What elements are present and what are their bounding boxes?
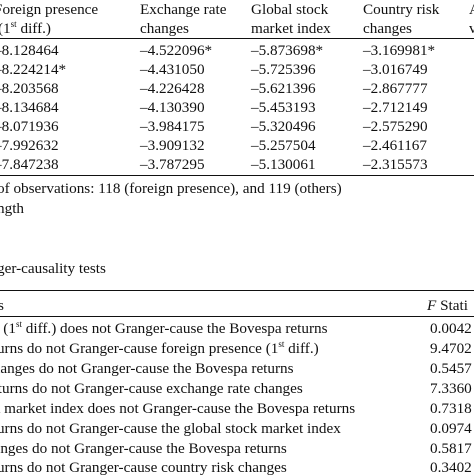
header-foreign-presence-line2-sup: st bbox=[10, 19, 17, 29]
cell-r2-foreign: –8.224214* bbox=[0, 61, 67, 78]
cell-r5-foreign: –8.071936 bbox=[0, 118, 59, 135]
granger-h1-pre: ce (1 bbox=[0, 320, 16, 337]
header-col5-line2: v bbox=[469, 20, 474, 37]
cell-r7-risk: –2.315573 bbox=[363, 156, 428, 173]
cell-r4-risk: –2.712149 bbox=[363, 99, 428, 116]
header-foreign-presence-line1: Foreign presence bbox=[0, 1, 99, 18]
granger-hypothesis-6: eturns do not Granger-cause the global s… bbox=[0, 420, 341, 437]
header-country-risk-line1: Country risk bbox=[363, 1, 440, 18]
footnote-observations: of observations: 118 (foreign presence),… bbox=[0, 180, 342, 197]
granger-hypothesis-5: ck market index does not Granger-cause t… bbox=[0, 400, 356, 417]
cell-r7-exchange: –3.787295 bbox=[140, 156, 205, 173]
header-exchange-rate-line2: changes bbox=[140, 20, 189, 37]
granger-h2-sup: st bbox=[278, 339, 285, 349]
granger-hypothesis-4: returns do not Granger-cause exchange ra… bbox=[0, 380, 303, 397]
cell-r6-risk: –2.461167 bbox=[363, 137, 427, 154]
cell-r4-foreign: –8.134684 bbox=[0, 99, 59, 116]
cell-r3-foreign: –8.203568 bbox=[0, 80, 59, 97]
cell-r6-global: –5.257504 bbox=[251, 137, 316, 154]
granger-fstat-1: 0.0042 bbox=[430, 320, 472, 337]
top-table-header-rule bbox=[0, 38, 474, 39]
bottom-header-f: F bbox=[427, 297, 437, 314]
top-table-bottom-rule bbox=[0, 175, 474, 176]
granger-hypothesis-3: changes do not Granger-cause the Bovespa… bbox=[0, 360, 294, 377]
cell-r5-risk: –2.575290 bbox=[363, 118, 428, 135]
cell-r5-exchange: –3.984175 bbox=[140, 118, 205, 135]
granger-fstat-8: 0.3402 bbox=[430, 459, 472, 476]
granger-h1-sup: st bbox=[15, 319, 22, 329]
cell-r1-risk: –3.169981* bbox=[363, 42, 436, 59]
bottom-table-header-rule bbox=[0, 316, 474, 317]
granger-h2-pre: eturns do not Granger-cause foreign pres… bbox=[0, 340, 279, 357]
cell-r3-risk: –2.867777 bbox=[363, 80, 428, 97]
granger-fstat-2: 9.4702 bbox=[430, 340, 472, 357]
cell-r2-global: –5.725396 bbox=[251, 61, 316, 78]
granger-fstat-3: 0.5457 bbox=[430, 360, 472, 377]
cell-r4-exchange: –4.130390 bbox=[140, 99, 205, 116]
cell-r3-exchange: –4.226428 bbox=[140, 80, 205, 97]
granger-fstat-4: 7.3360 bbox=[430, 380, 472, 397]
cell-r1-foreign: –8.128464 bbox=[0, 42, 59, 59]
cell-r6-foreign: –7.992632 bbox=[0, 137, 59, 154]
cell-r6-exchange: –3.909132 bbox=[140, 137, 205, 154]
header-country-risk-line2: changes bbox=[363, 20, 412, 37]
cell-r1-exchange: –4.522096* bbox=[140, 42, 213, 59]
footnote-lag-length: ngth bbox=[0, 200, 25, 217]
granger-hypothesis-1: ce (1st diff.) does not Granger-cause th… bbox=[0, 319, 328, 337]
cell-r2-exchange: –4.431050 bbox=[140, 61, 205, 78]
cell-r5-global: –5.320496 bbox=[251, 118, 316, 135]
granger-fstat-6: 0.0974 bbox=[430, 420, 472, 437]
cell-r7-global: –5.130061 bbox=[251, 156, 316, 173]
cell-r2-risk: –3.016749 bbox=[363, 61, 428, 78]
bottom-header-fstat: F Stati bbox=[427, 298, 468, 313]
cell-r4-global: –5.453193 bbox=[251, 99, 316, 116]
bottom-header-hypothesis: s bbox=[0, 297, 4, 314]
granger-hypothesis-2: eturns do not Granger-cause foreign pres… bbox=[0, 339, 319, 357]
granger-hypothesis-8: eturns do not Granger-cause country risk… bbox=[0, 459, 287, 476]
bottom-header-stat: Stati bbox=[436, 297, 468, 314]
header-foreign-presence-line2-pre: (1 bbox=[0, 20, 11, 37]
granger-hypothesis-7: hanges do not Granger-cause the Bovespa … bbox=[0, 440, 287, 457]
header-col5-line1: A bbox=[469, 2, 474, 17]
granger-fstat-7: 0.5817 bbox=[430, 440, 472, 457]
bottom-table-top-rule bbox=[0, 290, 474, 291]
header-global-stock-line2: market index bbox=[251, 20, 331, 37]
header-global-stock-line1: Global stock bbox=[251, 1, 329, 18]
header-foreign-presence-line2: (1st diff.) bbox=[0, 19, 51, 37]
header-foreign-presence-line2-post: diff.) bbox=[16, 20, 51, 37]
cell-r1-global: –5.873698* bbox=[251, 42, 324, 59]
cell-r3-global: –5.621396 bbox=[251, 80, 316, 97]
cell-r7-foreign: –7.847238 bbox=[0, 156, 59, 173]
header-exchange-rate-line1: Exchange rate bbox=[140, 1, 227, 18]
granger-h1-post: diff.) does not Granger-cause the Bovesp… bbox=[21, 320, 328, 337]
granger-h2-post: diff.) bbox=[284, 340, 319, 357]
granger-fstat-5: 0.7318 bbox=[430, 400, 472, 417]
section-title: ger-causality tests bbox=[0, 260, 106, 277]
